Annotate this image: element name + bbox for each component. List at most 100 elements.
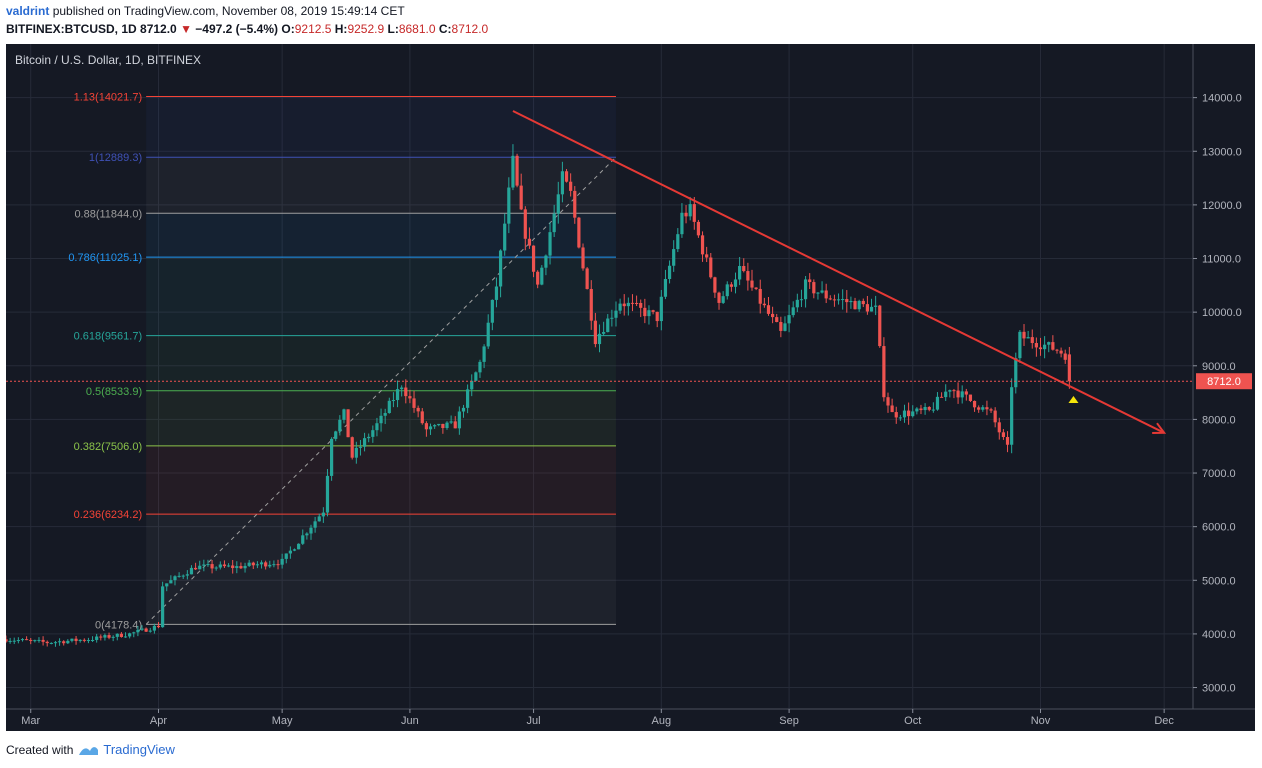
candle-body [828,298,832,300]
candle-body [754,287,758,289]
candle-body [198,565,202,570]
candle-body [1026,337,1030,339]
candle-body [956,390,960,398]
candle-body [288,550,292,554]
candle-body [330,438,334,476]
candle-body [618,303,622,311]
candle-body [272,564,276,566]
candle-body [911,411,915,417]
grid [6,44,1193,709]
candle-body [779,321,783,331]
candle-body [12,640,16,642]
fib-level-label: 1(12889.3) [89,152,142,164]
close-value: 8712.0 [451,22,489,36]
candle-body [573,190,577,218]
low-label: L: [387,22,399,36]
candle-body [70,638,74,641]
candle-body [1001,432,1006,438]
candle-body [581,247,585,269]
fib-level-label: 0(4178.4) [95,619,142,631]
candle-body [169,580,173,584]
time-tick-label: Oct [904,715,921,727]
tradingview-brand[interactable]: TradingView [103,742,175,757]
candle-body [890,405,894,413]
candle-body [523,209,527,239]
time-tick-label: Aug [652,715,672,727]
candle-body [103,635,107,638]
candle-body [536,271,540,285]
candle-body [387,400,391,414]
candle-body [680,212,684,235]
candle-body [16,640,20,642]
fib-level-label: 0.5(8533.9) [86,386,142,398]
candle-body [948,390,952,392]
trendline[interactable] [512,110,1167,434]
candle-body [750,280,754,288]
price-tick-label: 10000.0 [1202,307,1242,319]
candle-body [869,306,874,312]
candle-body [944,391,948,398]
candle-body [437,423,441,426]
candle-body [123,636,128,638]
fibonacci-retracement[interactable]: 1.13(14021.7) 1(12889.3) 0.88(11844.0) 0.78… [68,91,617,631]
candle-body [391,400,396,402]
price-tick-label: 7000.0 [1202,468,1236,480]
candle-body [457,411,461,429]
candle-body [482,346,486,362]
axes: 3000.0 4000.0 5000.0 6000.0 7000.0 8000.0 9000… [6,44,1255,731]
candle-body [610,317,614,319]
candle-body [193,567,198,570]
candle-body [1067,354,1071,382]
candle-body [552,213,556,233]
candle-body [119,633,124,637]
candle-body [791,307,795,316]
candle-body [787,315,791,324]
candle-body [161,586,165,628]
candle-body [268,564,272,567]
candle-body [412,398,416,408]
candle-body [663,279,668,297]
price-tick-label: 12000.0 [1202,200,1242,212]
fib-level-label: 0.382(7506.0) [74,441,143,453]
price-chart[interactable]: 1.13(14021.7) 1(12889.3) 0.88(11844.0) 0.78… [6,44,1255,731]
candle-body [305,533,309,536]
candle-body [297,543,301,550]
candle-body [255,564,260,566]
candle-body [923,406,927,411]
fib-zone [146,157,616,214]
publish-line: valdrint published on TradingView.com, N… [6,4,405,18]
time-tick-label: Apr [150,715,167,727]
candle-body [894,412,898,418]
candle-body [630,302,635,304]
candle-body [639,302,643,308]
candle-body [820,290,824,293]
candle-body [37,639,41,641]
candle-body [684,212,688,217]
candle-body [503,223,507,251]
candle-body [836,299,841,301]
candle-body [816,292,820,294]
price-tick-label: 13000.0 [1202,146,1242,158]
candle-body [622,303,626,307]
candle-body [301,535,305,544]
candle-body [548,232,552,256]
candle-body [717,292,721,303]
time-tick-label: Jun [401,715,419,727]
candle-body [152,625,156,631]
candle-body [985,407,989,410]
fib-level-label: 0.786(11025.1) [68,252,142,264]
candle-body [1055,349,1059,351]
candle-body [676,234,680,250]
candle-body [33,640,37,642]
candle-body [231,565,235,569]
candle-body [235,566,239,569]
candle-body [564,171,569,182]
chart-container[interactable]: 1.13(14021.7) 1(12889.3) 0.88(11844.0) 0.78… [6,44,1255,731]
candle-body [136,629,140,633]
candle-body [672,249,676,266]
candle-body [993,410,997,423]
footer: Created with TradingView [6,742,175,757]
candle-body [321,512,325,517]
author-name[interactable]: valdrint [6,4,50,18]
candle-body [379,415,383,424]
